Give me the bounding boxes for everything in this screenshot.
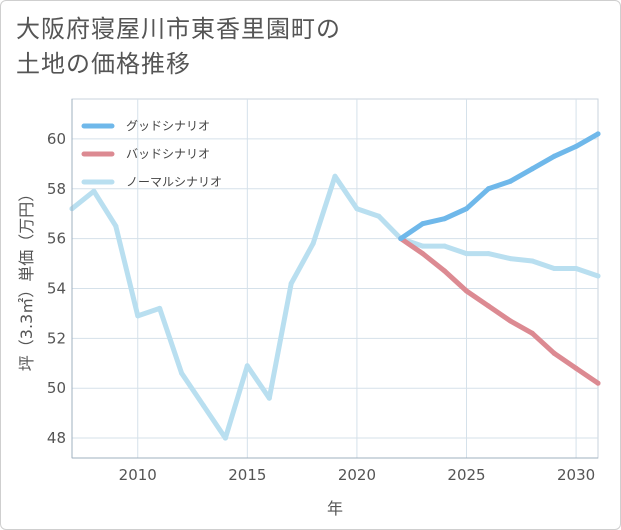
data-point (135, 313, 141, 319)
y-tick-label: 54 (47, 279, 66, 297)
legend-label: バッドシナリオ (126, 147, 210, 161)
data-point (485, 251, 491, 257)
y-tick-label: 50 (47, 379, 66, 397)
y-tick-label: 58 (47, 180, 66, 198)
data-point (595, 273, 601, 279)
data-point (464, 251, 469, 257)
x-tick-label: 2015 (228, 466, 266, 484)
data-point (485, 303, 491, 309)
data-point (595, 131, 601, 137)
data-point (179, 370, 185, 376)
title-line-1: 大阪府寝屋川市東香里園町の (16, 15, 341, 43)
data-point (529, 330, 535, 336)
x-tick-label: 2020 (338, 466, 376, 484)
data-point (91, 188, 97, 194)
data-point (485, 186, 491, 192)
data-point (573, 143, 579, 149)
data-point (573, 266, 579, 271)
data-point (222, 435, 228, 441)
data-point (113, 223, 119, 229)
title-line-2: 土地の価格推移 (16, 50, 191, 78)
data-point (420, 221, 426, 227)
data-point (442, 268, 448, 274)
data-point (354, 206, 360, 212)
data-point (420, 243, 426, 249)
data-point (507, 178, 513, 184)
plot-area (71, 98, 599, 459)
data-point (573, 365, 579, 371)
y-tick-label: 52 (47, 329, 66, 347)
y-tick-label: 48 (47, 429, 66, 447)
data-point (464, 288, 469, 294)
x-tick-label: 2030 (557, 466, 595, 484)
data-point (420, 251, 426, 257)
data-point (157, 305, 163, 311)
grid (71, 98, 599, 459)
axes: 2010 2015 2020 2025 2030 48 50 52 54 56 58 60 (47, 99, 598, 484)
data-point (332, 173, 338, 179)
data-point (398, 236, 404, 242)
data-point (266, 395, 272, 401)
data-point (201, 403, 206, 409)
data-point (551, 153, 557, 159)
data-point (595, 380, 601, 386)
legend-label: ノーマルシナリオ (126, 175, 222, 189)
data-point (442, 243, 448, 249)
series-line-1 (398, 236, 601, 386)
data-point (288, 281, 294, 286)
y-tick-label: 60 (47, 130, 66, 148)
series-lines (69, 131, 601, 441)
data-point (244, 363, 250, 369)
series-line-0 (398, 131, 601, 242)
y-axis-label: 坪（3.3㎡）単価（万円） (17, 186, 36, 371)
data-point (442, 216, 448, 222)
data-point (507, 318, 513, 324)
data-point (529, 166, 535, 172)
data-point (310, 241, 316, 247)
x-tick-label: 2025 (447, 466, 485, 484)
data-point (551, 350, 557, 356)
data-point (507, 256, 513, 262)
x-tick-label: 2010 (119, 466, 157, 484)
data-point (376, 213, 382, 219)
x-axis-label: 年 (327, 499, 343, 518)
legend-label: グッドシナリオ (126, 119, 210, 133)
y-tick-label: 56 (47, 230, 66, 248)
data-point (529, 258, 535, 264)
data-point (551, 266, 557, 271)
data-point (464, 206, 469, 212)
chart-title: 大阪府寝屋川市東香里園町の 土地の価格推移 (16, 12, 341, 82)
